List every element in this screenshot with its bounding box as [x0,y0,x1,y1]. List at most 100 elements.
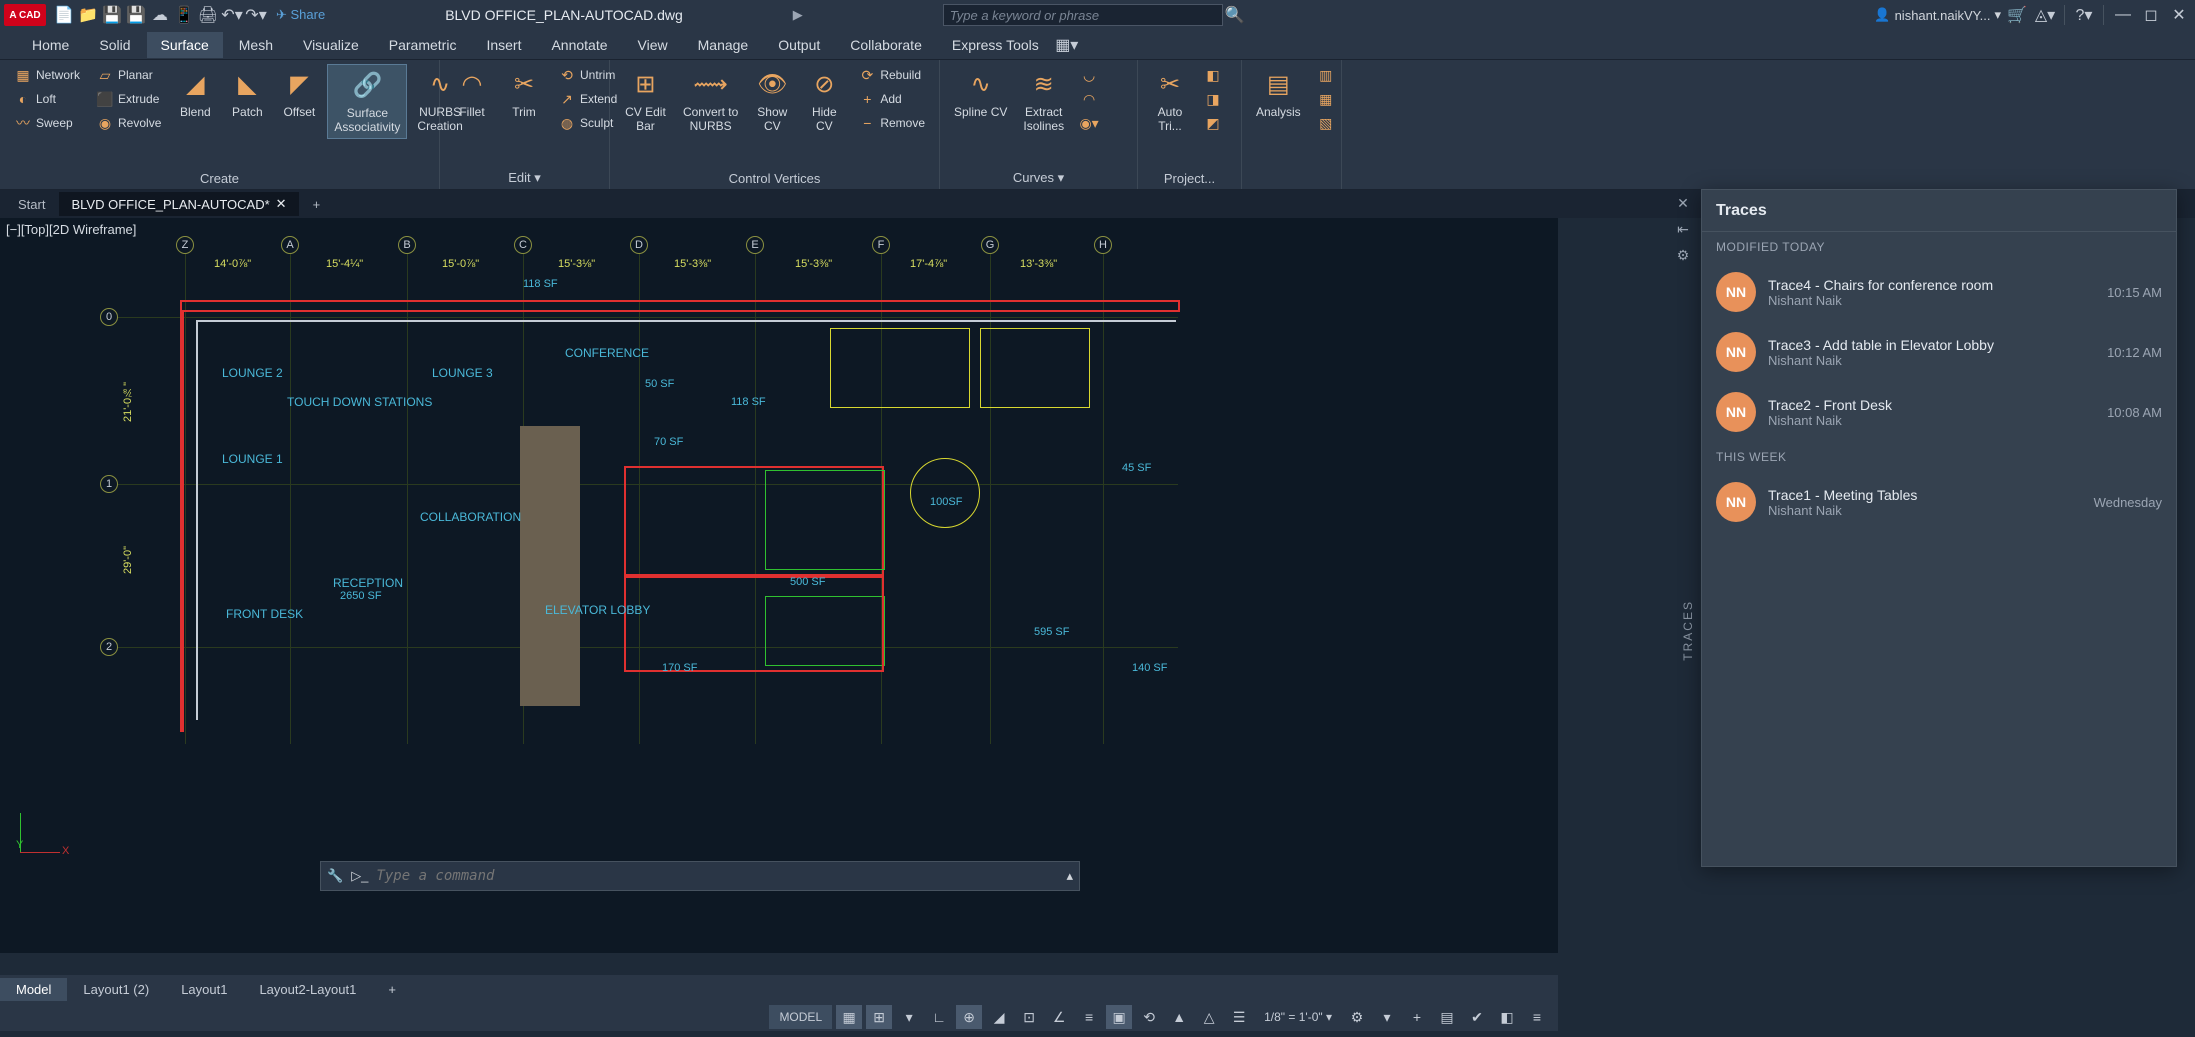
rebuild-button[interactable]: ⟳Rebuild [852,64,931,86]
fillet-button[interactable]: ◠Fillet [448,64,496,122]
menu-manage[interactable]: Manage [684,32,763,58]
status-ortho-icon[interactable]: ∟ [926,1005,952,1029]
an3-button[interactable]: ▧ [1311,112,1341,134]
trace-item[interactable]: NN Trace2 - Front Desk Nishant Naik 10:0… [1702,382,2176,442]
offset-button[interactable]: ◤Offset [275,64,323,122]
trace-item[interactable]: NN Trace3 - Add table in Elevator Lobby … [1702,322,2176,382]
status-snap-icon[interactable]: ⊞ [866,1005,892,1029]
wrench-icon[interactable]: 🔧 [327,868,343,884]
share-button[interactable]: ✈ Share [276,7,325,23]
status-ws-icon[interactable]: ◧ [1494,1005,1520,1029]
status-dyn-icon[interactable]: ∠ [1046,1005,1072,1029]
menu-annotate[interactable]: Annotate [537,32,621,58]
status-iso-icon[interactable]: ◢ [986,1005,1012,1029]
removecv-button[interactable]: −Remove [852,112,931,134]
autotrim-button[interactable]: ✂Auto Tri... [1146,64,1194,137]
undo-icon[interactable]: ↶▾ [220,3,244,27]
user-menu[interactable]: 👤 nishant.naikVY... ▾ [1874,7,2001,23]
print-icon[interactable]: 🖨 [196,3,220,27]
cloud-icon[interactable]: ☁ [148,3,172,27]
layout-add[interactable]: + [372,978,412,1001]
search-icon[interactable]: 🔍 [1223,3,1247,27]
layout-model[interactable]: Model [0,978,67,1001]
blend-button[interactable]: ◢Blend [171,64,219,122]
redo-icon[interactable]: ↷▾ [244,3,268,27]
an2-button[interactable]: ▦ [1311,88,1341,110]
status-gear-icon[interactable]: ⚙ [1344,1005,1370,1029]
patch-button[interactable]: ◣Patch [223,64,271,122]
command-bar[interactable]: 🔧 ▷_ ▴ [320,861,1080,891]
proj2-button[interactable]: ◨ [1198,88,1228,110]
view-label[interactable]: [−][Top][2D Wireframe] [6,222,136,237]
close-icon[interactable]: ✕ [2167,3,2191,27]
status-scale[interactable]: 1/8" = 1'-0" ▾ [1256,1010,1340,1024]
sweep-button[interactable]: 〰Sweep [8,112,86,134]
status-osnap-icon[interactable]: ⊡ [1016,1005,1042,1029]
extrude-button[interactable]: ⬛Extrude [90,88,167,110]
save-icon[interactable]: 💾 [100,3,124,27]
status-ann-icon[interactable]: ▤ [1434,1005,1460,1029]
cmd-expand-icon[interactable]: ▴ [1066,868,1073,884]
tab-start[interactable]: Start [6,193,57,216]
status-transparency-icon[interactable]: ▣ [1106,1005,1132,1029]
mobile-icon[interactable]: 📱 [172,3,196,27]
menu-mesh[interactable]: Mesh [225,32,287,58]
menu-parametric[interactable]: Parametric [375,32,471,58]
trim-button[interactable]: ✂Trim [500,64,548,122]
palette-gear-icon[interactable]: ⚙ [1673,245,1693,265]
cvbar-button[interactable]: ⊞CV Edit Bar [618,64,673,137]
curve2-button[interactable]: ◠ [1074,88,1104,110]
menu-surface[interactable]: Surface [147,32,223,58]
analysis-button[interactable]: ▤Analysis [1250,64,1307,122]
menu-output[interactable]: Output [764,32,834,58]
revolve-button[interactable]: ◉Revolve [90,112,167,134]
tab-active-file[interactable]: BLVD OFFICE_PLAN-AUTOCAD*✕ [59,192,298,216]
status-polar-icon[interactable]: ⊕ [956,1005,982,1029]
curve3-button[interactable]: ◉▾ [1074,112,1104,134]
hidecv-button[interactable]: ⊘Hide CV [800,64,848,137]
trace-item[interactable]: NN Trace4 - Chairs for conference room N… [1702,262,2176,322]
layout-1[interactable]: Layout1 (2) [67,978,165,1001]
featured-apps-icon[interactable]: ▦▾ [1055,33,1079,57]
an1-button[interactable]: ▥ [1311,64,1341,86]
trace-item[interactable]: NN Trace1 - Meeting Tables Nishant Naik … [1702,472,2176,532]
menu-visualize[interactable]: Visualize [289,32,373,58]
menu-view[interactable]: View [624,32,682,58]
curve1-button[interactable]: ◡ [1074,64,1104,86]
new-icon[interactable]: 📄 [52,3,76,27]
drawing-canvas[interactable]: [−][Top][2D Wireframe] Z A B C D E F G H… [0,218,1558,953]
planar-button[interactable]: ▱Planar [90,64,167,86]
surface-assoc-button[interactable]: 🔗Surface Associativity [327,64,407,139]
layout-3[interactable]: Layout2-Layout1 [243,978,372,1001]
search-input[interactable]: Type a keyword or phrase [943,4,1223,26]
status-filter-icon[interactable]: ☰ [1226,1005,1252,1029]
help-icon[interactable]: ?▾ [2072,3,2096,27]
layout-2[interactable]: Layout1 [165,978,243,1001]
tab-close-icon[interactable]: ✕ [276,196,287,212]
minimize-icon[interactable]: — [2111,3,2135,27]
status-check-icon[interactable]: ✔ [1464,1005,1490,1029]
status-model[interactable]: MODEL [769,1005,832,1029]
status-cycle-icon[interactable]: ⟲ [1136,1005,1162,1029]
status-3d-icon[interactable]: ▲ [1166,1005,1192,1029]
palette-close-icon[interactable]: ✕ [1673,193,1693,213]
menu-collaborate[interactable]: Collaborate [836,32,936,58]
open-icon[interactable]: 📁 [76,3,100,27]
menu-home[interactable]: Home [18,32,83,58]
extract-button[interactable]: ≋Extract Isolines [1017,64,1070,137]
tab-add[interactable]: + [301,193,333,216]
addcv-button[interactable]: +Add [852,88,931,110]
spline-button[interactable]: ∿Spline CV [948,64,1013,122]
network-button[interactable]: ▦Network [8,64,86,86]
maximize-icon[interactable]: ◻ [2139,3,2163,27]
palette-pin-icon[interactable]: ⇤ [1673,219,1693,239]
cart-icon[interactable]: 🛒 [2005,3,2029,27]
showcv-button[interactable]: 👁Show CV [748,64,796,137]
convert-nurbs-button[interactable]: ⟿Convert to NURBS [677,64,744,137]
status-dropdown-icon[interactable]: ▾ [896,1005,922,1029]
proj1-button[interactable]: ◧ [1198,64,1228,86]
status-menu-icon[interactable]: ≡ [1524,1005,1550,1029]
status-3d2-icon[interactable]: △ [1196,1005,1222,1029]
menu-solid[interactable]: Solid [85,32,144,58]
proj3-button[interactable]: ◩ [1198,112,1228,134]
